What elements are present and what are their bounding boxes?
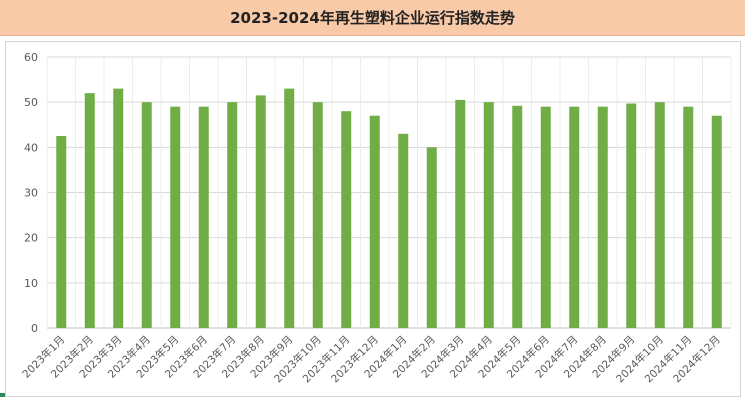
y-tick-label: 60 (24, 51, 38, 64)
y-tick-label: 0 (31, 322, 38, 335)
bar (512, 105, 523, 328)
x-axis-labels: 2023年1月2023年2月2023年3月2023年4月2023年5月2023年… (20, 333, 723, 385)
bar (341, 111, 352, 328)
bar (56, 136, 67, 328)
y-tick-label: 50 (24, 96, 38, 109)
y-tick-label: 40 (24, 141, 38, 154)
bar (113, 88, 124, 328)
bar (398, 133, 409, 328)
bar (711, 115, 722, 328)
bar (255, 95, 266, 329)
bar (455, 99, 466, 329)
bar (227, 102, 238, 329)
chart-title: 2023-2024年再生塑料企业运行指数走势 (0, 0, 745, 36)
y-tick-label: 20 (24, 232, 38, 245)
bar (284, 88, 295, 328)
y-axis-labels: 0 10 20 30 40 50 60 (24, 51, 38, 335)
sheet-edge-marker (0, 393, 5, 397)
bar (597, 106, 608, 328)
bar (84, 93, 95, 328)
bar (683, 106, 694, 328)
bar (426, 147, 437, 328)
bar (170, 106, 181, 328)
gridlines (46, 56, 732, 329)
bar (141, 102, 152, 329)
y-tick-label: 30 (24, 187, 38, 200)
bar (569, 106, 580, 328)
bar (369, 115, 380, 328)
bar (540, 106, 551, 328)
bar (654, 102, 665, 329)
bar (198, 106, 209, 328)
bar (312, 102, 323, 329)
y-tick-label: 10 (24, 277, 38, 290)
bars (56, 88, 722, 329)
bar (626, 103, 637, 328)
bar (483, 102, 494, 329)
